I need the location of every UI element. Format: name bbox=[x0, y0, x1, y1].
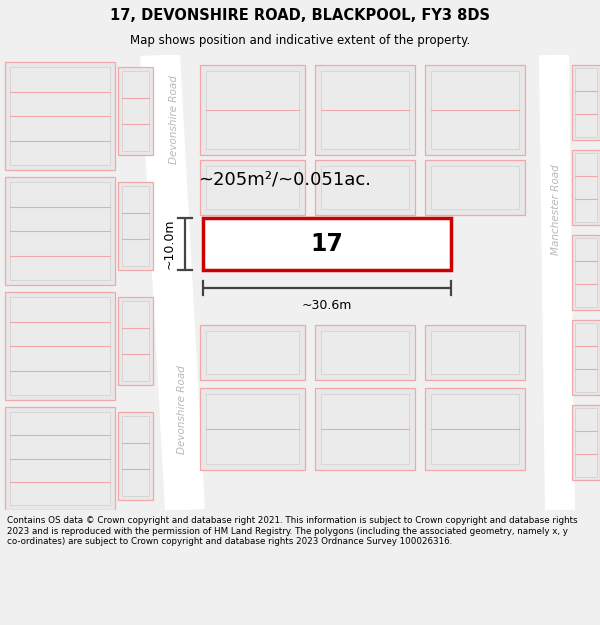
Text: ~10.0m: ~10.0m bbox=[163, 219, 176, 269]
Bar bbox=[315, 65, 415, 155]
Bar bbox=[572, 150, 600, 225]
Text: Devonshire Road: Devonshire Road bbox=[169, 76, 179, 164]
Bar bbox=[5, 62, 115, 170]
Polygon shape bbox=[140, 54, 205, 511]
Bar bbox=[321, 331, 409, 374]
Bar bbox=[118, 412, 153, 500]
Bar bbox=[122, 416, 149, 496]
Bar bbox=[203, 218, 451, 270]
Bar bbox=[200, 388, 305, 470]
Bar bbox=[425, 325, 525, 380]
Bar bbox=[315, 160, 415, 215]
Bar bbox=[425, 160, 525, 215]
Bar bbox=[5, 177, 115, 285]
Bar bbox=[572, 405, 600, 480]
Bar bbox=[200, 325, 305, 380]
Bar bbox=[572, 235, 600, 310]
Bar bbox=[431, 331, 519, 374]
Text: ~205m²/~0.051ac.: ~205m²/~0.051ac. bbox=[198, 171, 371, 189]
Text: 17: 17 bbox=[311, 232, 343, 256]
Bar bbox=[10, 297, 110, 395]
Bar bbox=[321, 166, 409, 209]
Text: Manchester Road: Manchester Road bbox=[551, 164, 561, 256]
Bar bbox=[425, 388, 525, 470]
Bar bbox=[122, 301, 149, 381]
Text: ~30.6m: ~30.6m bbox=[302, 299, 352, 312]
Bar bbox=[10, 182, 110, 280]
Bar bbox=[122, 71, 149, 151]
Bar bbox=[206, 331, 299, 374]
Bar bbox=[575, 153, 597, 222]
Bar bbox=[206, 71, 299, 149]
Bar bbox=[572, 65, 600, 140]
Bar bbox=[431, 166, 519, 209]
Bar bbox=[431, 71, 519, 149]
Bar bbox=[118, 67, 153, 155]
Bar bbox=[5, 292, 115, 400]
Bar bbox=[206, 394, 299, 464]
Text: Contains OS data © Crown copyright and database right 2021. This information is : Contains OS data © Crown copyright and d… bbox=[7, 516, 578, 546]
Text: Map shows position and indicative extent of the property.: Map shows position and indicative extent… bbox=[130, 34, 470, 47]
Bar bbox=[206, 166, 299, 209]
Bar bbox=[122, 186, 149, 266]
Bar bbox=[575, 323, 597, 392]
Polygon shape bbox=[539, 55, 575, 510]
Bar bbox=[321, 394, 409, 464]
Bar bbox=[315, 325, 415, 380]
Bar bbox=[321, 71, 409, 149]
Bar bbox=[575, 68, 597, 137]
Bar bbox=[10, 67, 110, 165]
Bar bbox=[431, 394, 519, 464]
Text: Devonshire Road: Devonshire Road bbox=[177, 366, 187, 454]
Text: 17, DEVONSHIRE ROAD, BLACKPOOL, FY3 8DS: 17, DEVONSHIRE ROAD, BLACKPOOL, FY3 8DS bbox=[110, 8, 490, 23]
Bar bbox=[575, 238, 597, 307]
Bar bbox=[572, 320, 600, 395]
Bar bbox=[575, 408, 597, 477]
Bar bbox=[10, 412, 110, 505]
Bar bbox=[200, 65, 305, 155]
Bar bbox=[315, 388, 415, 470]
Bar bbox=[118, 297, 153, 385]
Bar bbox=[5, 407, 115, 510]
Bar bbox=[118, 182, 153, 270]
Bar bbox=[425, 65, 525, 155]
Bar bbox=[200, 160, 305, 215]
